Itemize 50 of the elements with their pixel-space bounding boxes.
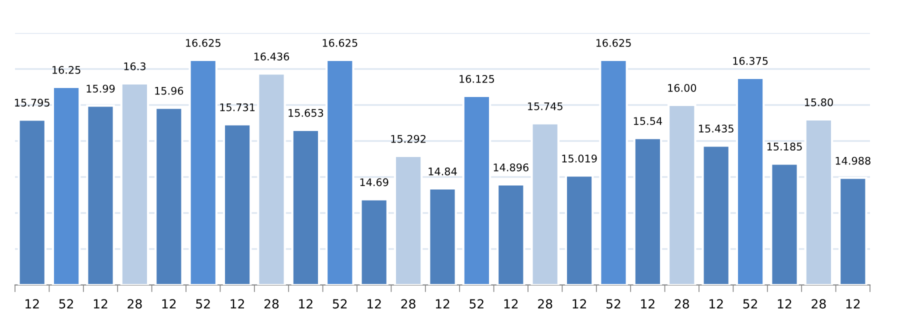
x-tick-label: 12 xyxy=(368,299,381,308)
x-tick-label: 28 xyxy=(674,299,689,309)
x-tick-label: 52 xyxy=(606,299,620,309)
data-label: 16.436 xyxy=(254,52,290,60)
x-tick-label: 12 xyxy=(641,299,654,308)
x-tick-label: 12 xyxy=(436,299,450,308)
x-tick-label: 12 xyxy=(846,299,860,308)
x-tick-label: 12 xyxy=(299,299,312,308)
x-tick-label: 52 xyxy=(743,299,757,309)
data-label: 14.69 xyxy=(360,178,388,186)
x-tick-label: 12 xyxy=(504,299,518,308)
data-label: 16.625 xyxy=(322,38,358,47)
data-label: 15.96 xyxy=(155,86,184,95)
x-tick-label: 12 xyxy=(162,299,176,308)
data-label: 15.54 xyxy=(634,117,662,125)
x-tick-label: 12 xyxy=(710,299,723,308)
data-label: 15.731 xyxy=(220,103,255,112)
data-label: 15.80 xyxy=(804,98,833,106)
data-label: 15.185 xyxy=(767,142,802,151)
data-label: 16.625 xyxy=(596,38,631,47)
x-tick-label: 12 xyxy=(778,299,792,308)
data-label: 15.435 xyxy=(699,124,734,133)
x-tick-label: 28 xyxy=(264,299,279,309)
data-label: 15.653 xyxy=(288,108,324,117)
data-label: 15.019 xyxy=(562,154,597,163)
x-tick-label: 52 xyxy=(59,299,73,309)
x-tick-label: 12 xyxy=(94,299,108,308)
data-label: 14.988 xyxy=(836,156,870,165)
x-tick-label: 12 xyxy=(26,299,39,308)
data-label: 15.99 xyxy=(86,84,115,93)
data-label: 14.84 xyxy=(428,168,457,176)
x-tick-label: 52 xyxy=(332,299,347,309)
x-tick-label: 52 xyxy=(470,299,484,309)
data-label: 16.25 xyxy=(52,66,80,74)
x-tick-label: 12 xyxy=(230,299,244,308)
data-label: 16.125 xyxy=(460,74,494,83)
x-tick-label: 52 xyxy=(196,299,210,309)
data-label: 15.745 xyxy=(528,102,562,110)
data-label: 15.292 xyxy=(391,134,426,143)
data-label: 16.625 xyxy=(186,38,220,47)
x-tick-label: 28 xyxy=(812,299,826,309)
data-label: 16.00 xyxy=(668,84,696,92)
data-label: 16.3 xyxy=(124,62,146,70)
x-tick-label: 28 xyxy=(401,299,416,309)
x-tick-label: 28 xyxy=(128,299,142,309)
x-tick-label: 28 xyxy=(538,299,552,309)
x-tick-label: 12 xyxy=(572,299,586,308)
data-label: 14.896 xyxy=(494,163,528,172)
data-label: 15.795 xyxy=(15,98,50,107)
data-label: 16.375 xyxy=(733,56,768,65)
